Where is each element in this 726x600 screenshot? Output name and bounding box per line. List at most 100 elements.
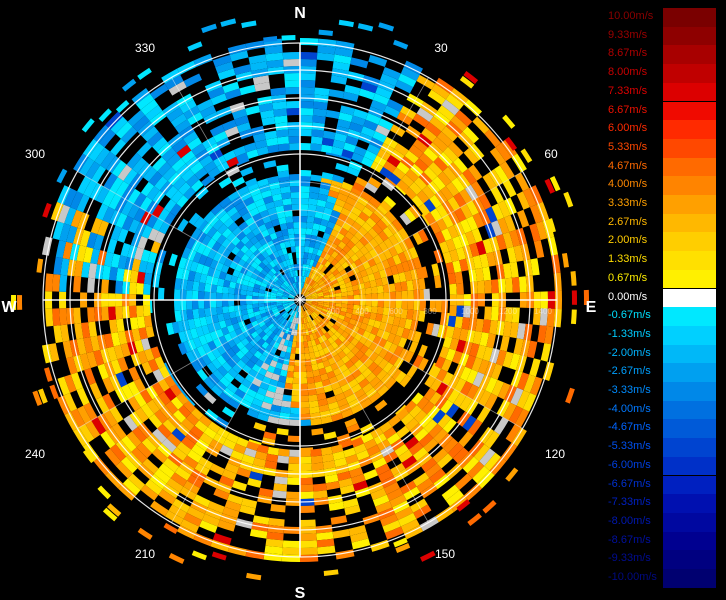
range-bin — [279, 412, 291, 420]
range-bin — [244, 240, 254, 250]
range-bin — [366, 143, 381, 156]
range-bin — [459, 366, 472, 382]
range-bin — [432, 176, 446, 191]
range-bin — [370, 488, 387, 501]
range-bin — [280, 275, 287, 282]
range-bin — [218, 320, 227, 329]
range-bin — [246, 300, 253, 305]
legend-label: 1.33m/s — [608, 253, 648, 266]
range-bin — [263, 431, 277, 440]
range-bin — [341, 291, 348, 297]
range-bin — [418, 278, 426, 290]
range-bin — [246, 295, 253, 300]
range-bin — [246, 388, 257, 398]
range-bin — [435, 382, 449, 396]
range-bin — [479, 332, 490, 347]
range-bin — [486, 251, 496, 267]
range-bin — [196, 99, 214, 112]
range-bin — [321, 258, 328, 266]
legend-label: -2.00m/s — [608, 346, 651, 359]
range-bin — [359, 353, 369, 364]
legend-label: -8.00m/s — [608, 514, 651, 527]
range-bin — [120, 242, 131, 257]
range-bin — [395, 543, 411, 554]
range-bin — [267, 270, 275, 277]
range-bin — [382, 307, 390, 316]
range-bin — [106, 346, 118, 362]
range-bin — [412, 354, 424, 368]
legend-entry: 0.00m/s — [600, 288, 726, 308]
range-bin — [353, 300, 360, 306]
range-bin — [176, 392, 189, 406]
range-bin — [314, 286, 321, 291]
range-bin — [252, 75, 270, 85]
range-bin — [316, 538, 335, 548]
range-bin — [140, 99, 159, 116]
range-bin — [300, 401, 310, 408]
range-bin — [105, 111, 123, 130]
range-bin — [310, 320, 315, 328]
range-bin — [330, 341, 339, 350]
range-bin — [318, 367, 327, 376]
range-bin — [310, 143, 322, 152]
range-bin — [212, 338, 223, 348]
range-bin — [502, 114, 516, 129]
range-bin — [502, 321, 512, 337]
range-bin — [295, 317, 299, 324]
range-bin — [472, 330, 483, 345]
range-bin — [95, 396, 110, 414]
range-bin — [275, 313, 282, 320]
legend-swatch — [663, 176, 716, 195]
range-bin — [300, 192, 310, 199]
range-bin — [317, 293, 324, 297]
range-bin — [221, 264, 230, 274]
range-bin — [425, 463, 442, 478]
range-bin — [506, 246, 517, 264]
range-bin — [346, 322, 355, 330]
range-bin — [331, 444, 344, 454]
range-bin — [372, 494, 390, 507]
range-bin — [161, 68, 181, 84]
range-bin — [255, 265, 264, 273]
range-bin — [115, 212, 128, 229]
range-bin — [315, 386, 325, 395]
range-bin — [292, 383, 300, 390]
range-bin — [340, 287, 348, 293]
range-bin — [272, 258, 279, 266]
range-bin — [185, 237, 197, 250]
bearing-spoke — [77, 299, 301, 429]
range-bin — [311, 302, 318, 305]
range-bin — [110, 253, 121, 268]
range-bin — [295, 246, 300, 253]
range-bin — [260, 109, 275, 120]
legend-label: 2.00m/s — [608, 234, 648, 247]
range-bin — [196, 243, 207, 255]
range-bin — [205, 315, 214, 325]
range-bin — [256, 387, 268, 396]
range-bin — [310, 136, 323, 145]
range-bin — [226, 206, 239, 218]
legend-swatch — [663, 120, 716, 139]
range-bin — [321, 137, 335, 147]
range-bin — [549, 175, 561, 192]
range-bin — [327, 320, 335, 327]
range-bin — [317, 301, 324, 305]
range-bin — [347, 304, 354, 310]
range-bin — [240, 300, 247, 306]
range-bin — [140, 484, 159, 501]
range-bin — [401, 300, 408, 310]
range-bin — [279, 180, 291, 188]
legend-label: -7.33m/s — [608, 496, 651, 509]
range-bin — [334, 457, 348, 468]
range-bin — [221, 119, 237, 131]
range-bin — [376, 369, 388, 381]
range-bin — [260, 269, 268, 276]
range-bin — [222, 81, 240, 94]
range-bin — [252, 132, 266, 143]
range-bin — [45, 273, 54, 292]
range-bin — [261, 401, 273, 411]
range-bin — [164, 199, 177, 213]
range-bin — [365, 324, 374, 333]
range-bin — [300, 234, 306, 241]
range-bin — [282, 235, 290, 243]
